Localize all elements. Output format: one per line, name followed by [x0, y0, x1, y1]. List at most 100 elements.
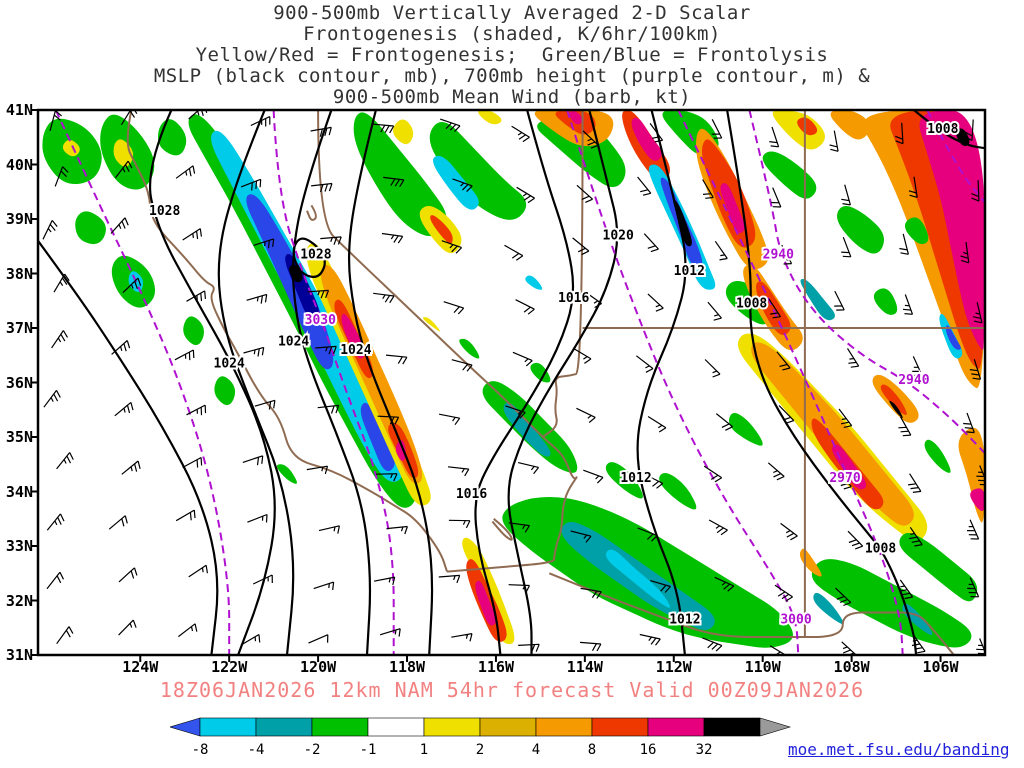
- wind-barb: [508, 522, 531, 533]
- wind-barb: [972, 302, 983, 324]
- wind-barb: [841, 236, 852, 258]
- colorbar-segment: [199, 717, 257, 737]
- shading-blob-orange: [830, 110, 871, 140]
- shading-blob-green: [276, 464, 297, 484]
- shading-blob-blue: [246, 194, 334, 370]
- mslp-contour-label: 1024: [340, 343, 371, 358]
- wind-barb: [769, 126, 780, 148]
- wind-barb: [186, 290, 206, 302]
- wind-barb: [576, 407, 596, 423]
- colorbar-segment: [535, 717, 593, 737]
- wind-barb: [829, 130, 839, 152]
- shading-blob-yellow: [478, 110, 502, 125]
- shading-blob-green: [353, 112, 447, 237]
- credit-link[interactable]: moe.met.fsu.edu/banding: [788, 740, 1010, 759]
- mslp-contours: [38, 110, 985, 655]
- wind-barb: [912, 356, 923, 377]
- lon-tick-label: 106W: [922, 658, 959, 676]
- wind-barb: [186, 404, 207, 416]
- wind-barb: [899, 233, 909, 255]
- shading-blob-green: [605, 462, 643, 499]
- wind-barb: [911, 633, 926, 654]
- colorbar-tick-label: 4: [532, 742, 540, 758]
- wind-barb: [504, 244, 524, 261]
- wind-barb: [576, 184, 593, 203]
- wind-barb: [247, 513, 268, 523]
- wind-barb: [971, 180, 980, 202]
- wind-barb: [182, 228, 202, 241]
- wind-barb: [636, 355, 654, 373]
- wind-barb: [307, 289, 330, 299]
- mslp-contour-label: 1024: [278, 335, 309, 350]
- shading-blob-blue: [945, 325, 961, 350]
- wind-barb: [517, 462, 540, 475]
- wind-barb: [182, 456, 203, 469]
- shading-blob-orange: [751, 342, 914, 526]
- wind-barb: [320, 236, 342, 245]
- wind-barb: [582, 130, 599, 149]
- wind-barb: [311, 182, 333, 193]
- colorbar-segment: [423, 717, 481, 737]
- shading-blob-magenta: [569, 111, 583, 125]
- mslp-contour-label: 1008: [865, 542, 896, 557]
- wind-barb: [505, 405, 526, 419]
- shading-blob-orange: [799, 548, 822, 577]
- title-line-1: 900-500mb Vertically Averaged 2-D Scalar: [273, 2, 751, 24]
- wind-barb: [966, 577, 980, 598]
- wind-barb: [847, 530, 864, 550]
- lat-tick-label: 35N: [5, 428, 33, 446]
- colorbar-segment: [311, 717, 369, 737]
- shading-blob-magenta: [631, 117, 662, 161]
- wind-barb: [318, 525, 340, 534]
- wind-barb: [703, 465, 723, 483]
- wind-barb: [53, 273, 70, 293]
- contour-labels: 1028 1028 1024 1024 1024 1020 1016 1012 1008 1008…: [147, 120, 961, 629]
- mslp-contour-label: 1028: [300, 247, 331, 262]
- shading-blob-teal: [902, 603, 933, 635]
- mslp-contour-label: 1012: [674, 264, 705, 279]
- shading-blob-green: [659, 472, 697, 510]
- colorbar-tick-label: 1: [420, 742, 428, 758]
- lat-tick-label: 38N: [5, 264, 33, 283]
- mslp-contour-label: 1020: [603, 228, 634, 243]
- shading-blob-green: [429, 122, 527, 220]
- shading-blob-blue: [360, 402, 395, 472]
- wind-barbs: [42, 110, 985, 655]
- wind-barb: [448, 519, 471, 529]
- wind-barb: [240, 633, 261, 646]
- wind-barb: [438, 574, 461, 584]
- lon-tick-label: 120W: [300, 658, 337, 676]
- wind-barb: [42, 220, 58, 240]
- wind-barb: [51, 330, 69, 349]
- wind-barb: [306, 465, 329, 475]
- wind-barb: [111, 340, 131, 355]
- mslp-contour-label: 1012: [620, 471, 651, 486]
- wind-barb: [769, 645, 787, 655]
- wind-barb: [377, 415, 400, 425]
- lon-tick-label: 116W: [477, 658, 514, 676]
- chart-title: 900-500mb Vertically Averaged 2-D Scalar…: [0, 3, 1024, 108]
- height-contour-label: 3000: [780, 613, 811, 628]
- mslp-contour-label: 1016: [456, 487, 487, 502]
- wind-barb: [242, 455, 264, 466]
- wind-barb: [511, 125, 530, 143]
- wind-barb: [383, 176, 405, 188]
- shading-blob-green: [183, 316, 204, 346]
- shading-blob-green: [811, 559, 972, 648]
- wind-barb: [841, 641, 857, 655]
- wind-barb: [516, 186, 535, 204]
- shading-blob-magenta: [341, 313, 365, 359]
- wind-barb: [56, 452, 74, 470]
- wind-barb: [572, 347, 592, 364]
- wind-barb: [518, 643, 540, 653]
- wind-barb: [246, 293, 268, 304]
- wind-barb: [846, 348, 860, 368]
- lat-tick-label: 39N: [5, 210, 33, 228]
- shading-blob-green: [837, 205, 884, 254]
- wind-barb: [372, 123, 395, 134]
- wind-barb: [580, 587, 602, 599]
- wind-barb: [715, 413, 733, 431]
- wind-barb: [964, 119, 974, 142]
- wind-barb: [317, 404, 340, 414]
- colorbar-segment: [255, 717, 313, 737]
